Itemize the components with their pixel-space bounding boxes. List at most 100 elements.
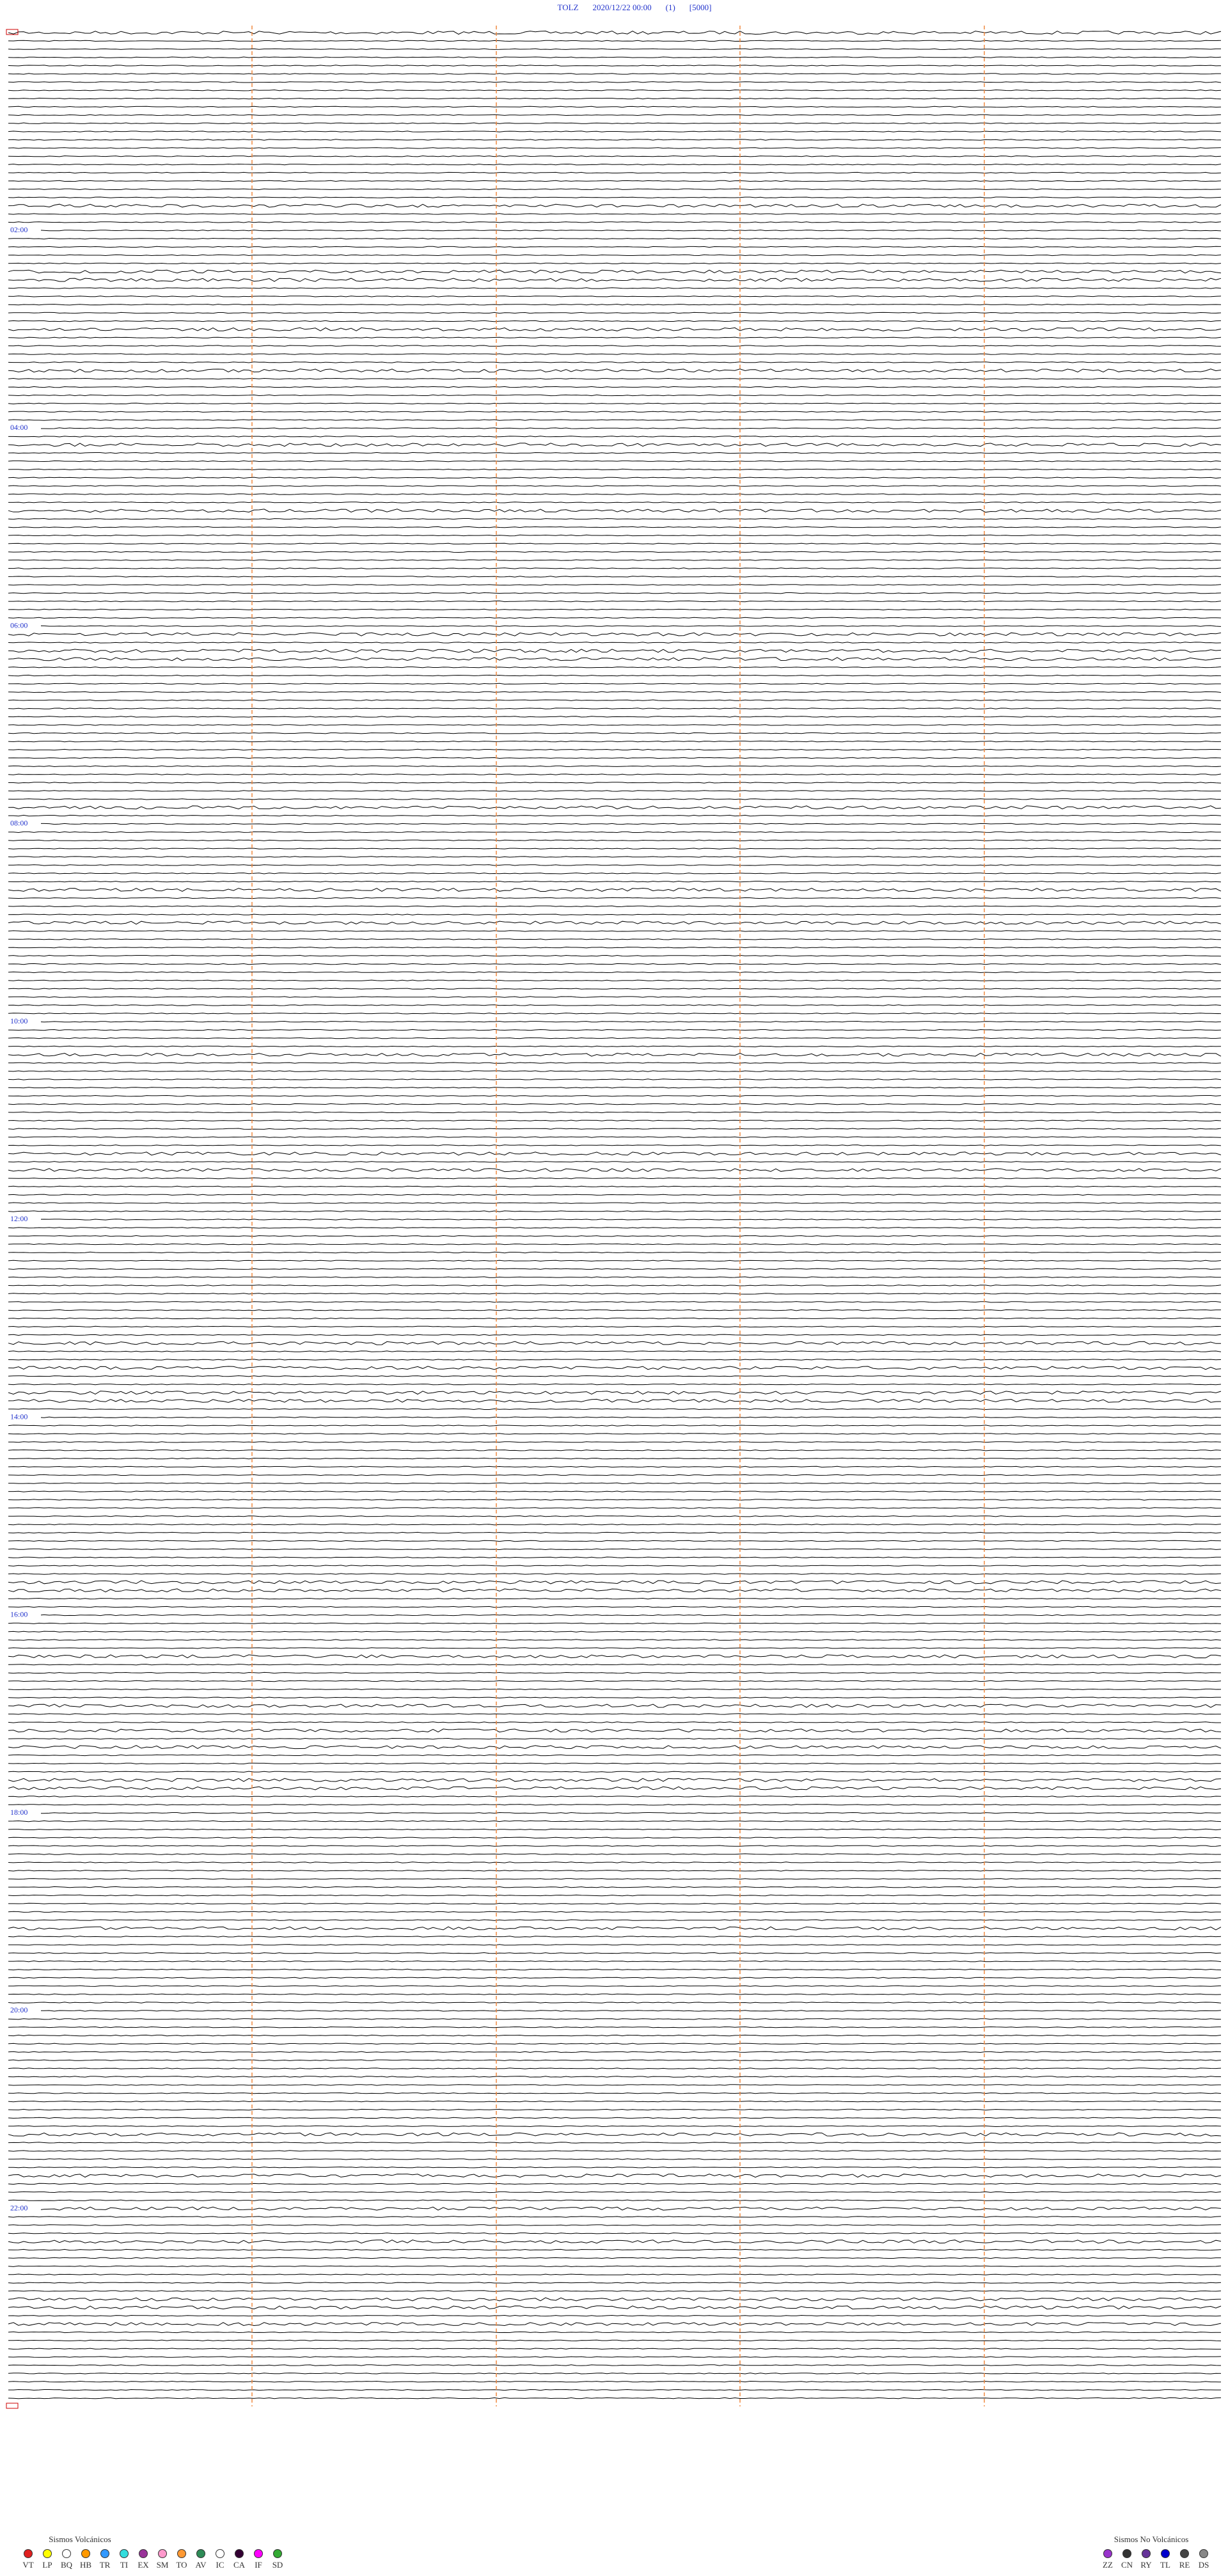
trace <box>8 938 1222 940</box>
trace <box>8 1466 1222 1468</box>
trace <box>8 402 1222 405</box>
trace <box>8 1936 1222 1938</box>
trace <box>8 1334 1222 1336</box>
trace <box>8 848 1222 849</box>
trace <box>8 2240 1222 2244</box>
trace <box>8 608 1221 611</box>
legend-code: TR <box>100 2560 111 2570</box>
trace <box>8 2248 1222 2251</box>
trace <box>8 2067 1222 2069</box>
trace <box>8 1004 1222 1006</box>
legend-code: DS <box>1199 2560 1209 2570</box>
trace <box>8 1580 1222 1584</box>
trace <box>8 1235 1222 1237</box>
trace <box>8 1926 1222 1931</box>
trace <box>8 921 1222 925</box>
legend-code: BQ <box>61 2560 73 2570</box>
trace <box>8 2216 1222 2218</box>
trace <box>8 139 1222 141</box>
legend-swatch <box>120 2549 129 2558</box>
trace <box>8 2314 1222 2317</box>
trace <box>8 873 1222 874</box>
trace <box>8 1993 1222 1995</box>
legend-code: EX <box>138 2560 149 2570</box>
trace <box>8 2199 1222 2201</box>
trace <box>8 97 1222 100</box>
trace <box>8 436 1222 438</box>
trace <box>8 2297 1222 2302</box>
time-label: 10:00 <box>10 1016 28 1025</box>
start-marker <box>6 29 19 35</box>
legend-swatch <box>24 2549 33 2558</box>
trace <box>8 1540 1222 1542</box>
trace <box>8 1119 1222 1122</box>
trace <box>8 1268 1222 1270</box>
trace <box>8 2232 1222 2234</box>
trace <box>8 509 1222 513</box>
trace <box>8 1968 1222 1971</box>
time-label-bg <box>8 423 41 433</box>
legend-code: VT <box>22 2560 33 2570</box>
trace <box>8 452 1222 454</box>
legend-swatch <box>1161 2549 1170 2558</box>
legend-swatch <box>1103 2549 1112 2558</box>
trace <box>8 1490 1222 1492</box>
trace <box>8 246 1222 248</box>
trace <box>8 40 1222 42</box>
legend-code: SD <box>272 2560 283 2570</box>
time-label-bg <box>8 1610 41 1620</box>
trace <box>8 1144 1222 1146</box>
trace <box>8 1416 1222 1418</box>
trace <box>8 666 1222 668</box>
trace <box>8 716 1222 718</box>
legend-code: TI <box>120 2560 128 2570</box>
time-label: 02:00 <box>10 225 28 234</box>
trace <box>8 732 1222 734</box>
trace <box>8 56 1222 58</box>
trace <box>8 642 1222 644</box>
header: TOLZ 2020/12/22 00:00 (1) [5000] <box>558 3 712 12</box>
trace <box>8 386 1222 388</box>
time-label: 04:00 <box>10 423 28 432</box>
trace <box>8 443 1222 447</box>
trace <box>8 1606 1222 1608</box>
time-label-bg <box>8 2204 41 2213</box>
trace <box>8 897 1222 899</box>
trace <box>8 649 1222 653</box>
trace <box>8 1013 1222 1015</box>
trace <box>8 1845 1222 1847</box>
trace <box>8 1079 1222 1080</box>
trace <box>8 1870 1222 1872</box>
trace <box>8 954 1222 957</box>
trace <box>8 1398 1222 1403</box>
trace <box>8 1523 1222 1526</box>
trace <box>8 477 1222 479</box>
trace <box>8 1359 1222 1361</box>
trace <box>8 823 1222 825</box>
legend-code: SM <box>157 2560 169 2570</box>
time-label: 18:00 <box>10 1808 28 1817</box>
trace <box>8 502 1222 503</box>
trace <box>8 81 1222 83</box>
trace <box>8 106 1222 108</box>
trace <box>8 1185 1222 1188</box>
trace <box>8 196 1222 198</box>
trace <box>8 1052 1222 1057</box>
trace <box>8 1680 1222 1682</box>
time-label-bg <box>8 819 41 828</box>
trace <box>8 262 1222 265</box>
trace <box>8 1663 1222 1666</box>
trace <box>8 2257 1221 2259</box>
trace <box>8 1128 1222 1130</box>
trace <box>8 805 1222 810</box>
header-station: TOLZ <box>558 3 579 12</box>
trace <box>8 757 1222 759</box>
trace <box>8 163 1222 166</box>
time-label-bg <box>8 1017 41 1027</box>
trace <box>8 2002 1222 2003</box>
trace <box>8 1260 1222 1262</box>
legend-swatch <box>1199 2549 1208 2558</box>
legend-code: CA <box>233 2560 246 2570</box>
trace <box>8 269 1222 274</box>
trace <box>8 229 1222 232</box>
